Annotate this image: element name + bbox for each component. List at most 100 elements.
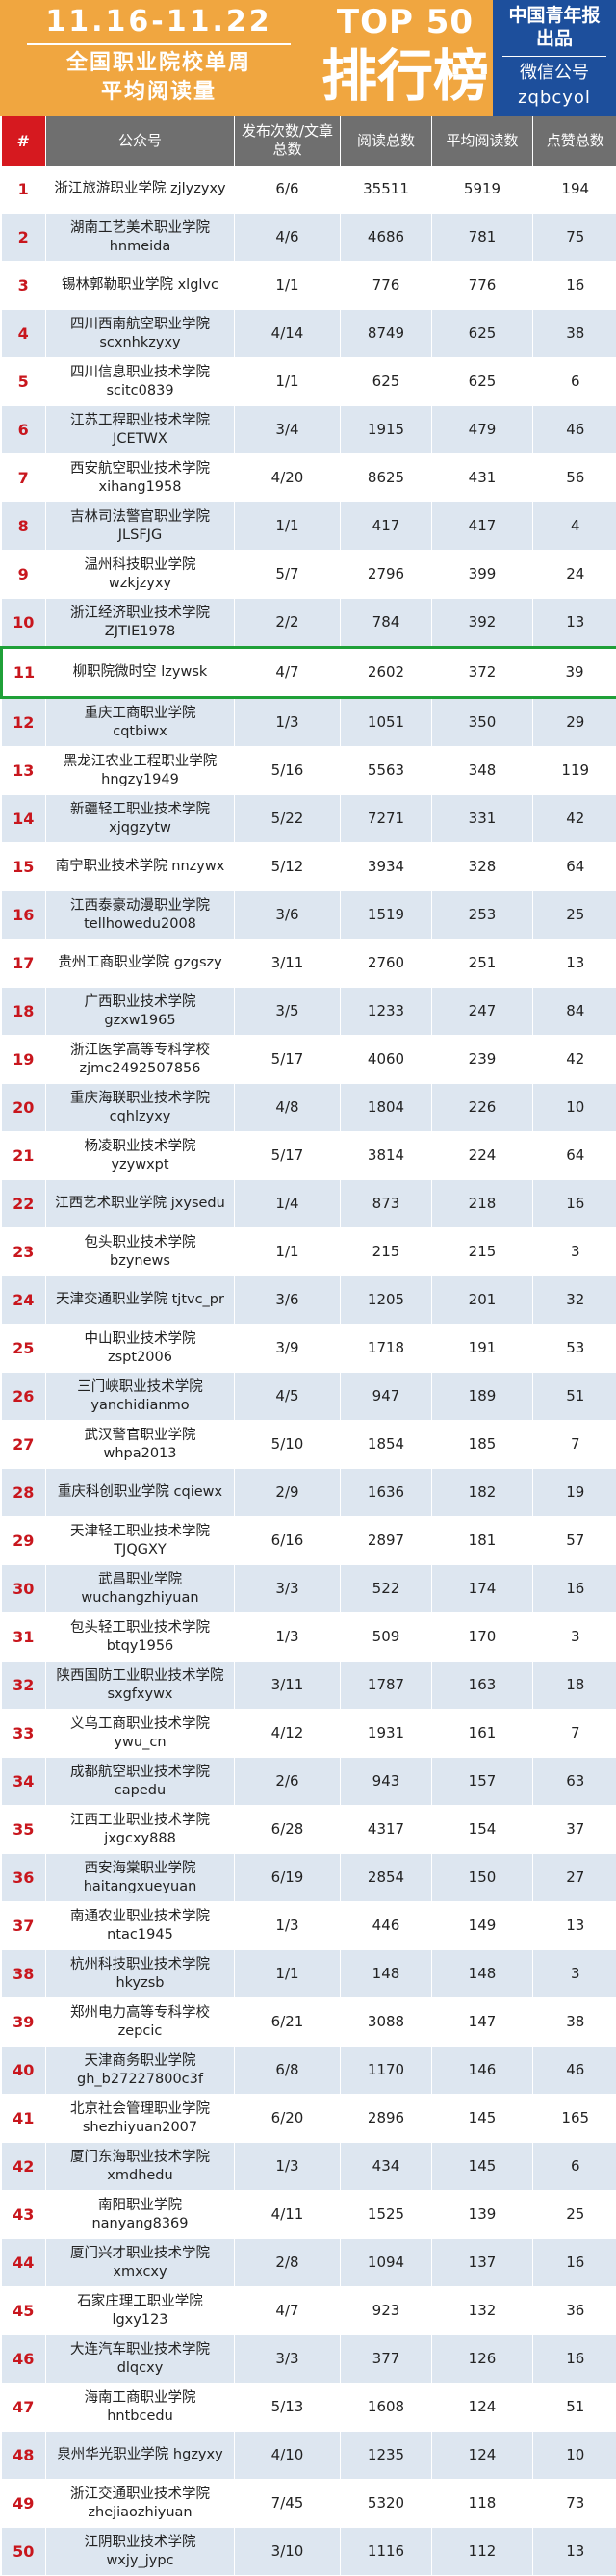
posts-cell: 3/3 xyxy=(235,1565,341,1613)
account-handle: scxnhkzyxy xyxy=(48,334,232,352)
likes-cell: 25 xyxy=(533,2191,616,2239)
posts-cell: 1/4 xyxy=(235,1180,341,1228)
account-handle: tellhowedu2008 xyxy=(48,915,232,934)
avg-reads-cell: 781 xyxy=(432,214,533,262)
posts-cell: 1/1 xyxy=(235,1228,341,1276)
likes-cell: 119 xyxy=(533,747,616,795)
account-name: 江苏工程职业技术学院 xyxy=(48,412,232,430)
header-rank-block: TOP 50 排行榜 xyxy=(318,0,493,116)
posts-cell: 1/1 xyxy=(235,502,341,551)
account-handle: hngzy1949 xyxy=(48,771,232,789)
rank-cell: 48 xyxy=(2,2432,46,2480)
account-name: 浙江旅游职业学院 zjlyzyxy xyxy=(48,180,232,198)
rank-cell: 1 xyxy=(2,166,46,214)
total-reads-cell: 3814 xyxy=(341,1132,432,1180)
likes-cell: 10 xyxy=(533,1084,616,1132)
account-name: 西安航空职业技术学院 xyxy=(48,460,232,478)
posts-cell: 3/11 xyxy=(235,1662,341,1710)
account-name: 江阴职业技术学院 xyxy=(48,2534,232,2552)
total-reads-cell: 1718 xyxy=(341,1325,432,1373)
posts-cell: 4/7 xyxy=(235,2287,341,2335)
account-name: 陕西国防工业职业技术学院 xyxy=(48,1667,232,1686)
total-reads-cell: 1051 xyxy=(341,698,432,747)
posts-cell: 3/6 xyxy=(235,1276,341,1325)
total-reads-cell: 434 xyxy=(341,2143,432,2191)
avg-reads-cell: 625 xyxy=(432,310,533,358)
table-header-row: # 公众号 发布次数/文章总数 阅读总数 平均阅读数 点赞总数 xyxy=(2,116,616,166)
rank-cell: 7 xyxy=(2,454,46,502)
rank-cell: 32 xyxy=(2,1662,46,1710)
posts-cell: 6/8 xyxy=(235,2047,341,2095)
rank-cell: 24 xyxy=(2,1276,46,1325)
total-reads-cell: 3088 xyxy=(341,1998,432,2047)
account-handle: zhejiaozhiyuan xyxy=(48,2504,232,2522)
avg-reads-cell: 479 xyxy=(432,406,533,454)
posts-cell: 1/3 xyxy=(235,1613,341,1662)
likes-cell: 84 xyxy=(533,988,616,1036)
account-name: 湖南工艺美术职业学院 xyxy=(48,219,232,238)
avg-reads-cell: 181 xyxy=(432,1517,533,1565)
account-name: 南通农业职业技术学院 xyxy=(48,1908,232,1926)
likes-cell: 16 xyxy=(533,1180,616,1228)
likes-cell: 16 xyxy=(533,1565,616,1613)
brand-block: 中国青年报 出品 微信公号 zqbcyol xyxy=(493,0,616,116)
total-reads-cell: 5563 xyxy=(341,747,432,795)
column-header-posts: 发布次数/文章总数 xyxy=(235,116,341,166)
account-handle: JCETWX xyxy=(48,430,232,449)
column-header-rank: # xyxy=(2,116,46,166)
likes-cell: 4 xyxy=(533,502,616,551)
likes-cell: 64 xyxy=(533,843,616,891)
account-cell: 泉州华光职业学院 hgzyxy xyxy=(46,2432,235,2480)
likes-cell: 39 xyxy=(533,648,616,698)
account-cell: 锡林郭勒职业学院 xlglvc xyxy=(46,262,235,310)
likes-cell: 38 xyxy=(533,310,616,358)
total-reads-cell: 1235 xyxy=(341,2432,432,2480)
avg-reads-cell: 399 xyxy=(432,551,533,599)
avg-reads-cell: 251 xyxy=(432,940,533,988)
account-name: 锡林郭勒职业学院 xlglvc xyxy=(48,276,232,295)
avg-reads-cell: 145 xyxy=(432,2095,533,2143)
account-name: 温州科技职业学院 xyxy=(48,556,232,575)
avg-reads-cell: 149 xyxy=(432,1902,533,1950)
rank-cell: 2 xyxy=(2,214,46,262)
account-handle: xjqgzytw xyxy=(48,819,232,837)
posts-cell: 1/1 xyxy=(235,262,341,310)
account-name: 天津轻工职业技术学院 xyxy=(48,1523,232,1541)
likes-cell: 53 xyxy=(533,1325,616,1373)
total-reads-cell: 8625 xyxy=(341,454,432,502)
posts-cell: 5/12 xyxy=(235,843,341,891)
posts-cell: 1/3 xyxy=(235,2143,341,2191)
rank-cell: 11 xyxy=(2,648,46,698)
account-name: 郑州电力高等专科学校 xyxy=(48,2004,232,2022)
account-cell: 浙江旅游职业学院 zjlyzyxy xyxy=(46,166,235,214)
account-handle: cqtbiwx xyxy=(48,723,232,741)
likes-cell: 64 xyxy=(533,1132,616,1180)
account-handle: bzynews xyxy=(48,1252,232,1271)
likes-cell: 56 xyxy=(533,454,616,502)
